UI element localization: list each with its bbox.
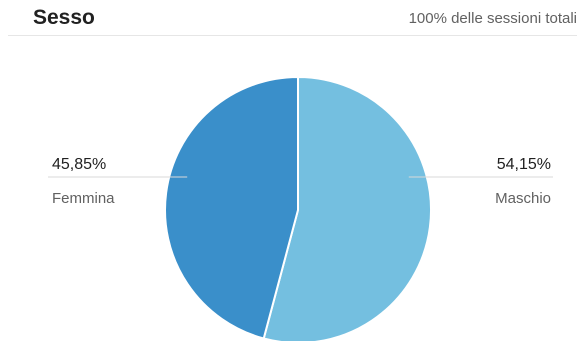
maschio-percent-label: 54,15% [497, 156, 551, 173]
femmina-percent-label: 45,85% [52, 156, 106, 173]
pie-slices [164, 76, 433, 341]
card-subtitle: 100% delle sessioni totali [408, 10, 577, 27]
femmina-name-label: Femmina [52, 190, 115, 207]
maschio-name-label: Maschio [495, 190, 551, 207]
pie-slice-maschio[interactable] [262, 76, 433, 341]
header-divider [8, 35, 577, 36]
pie-slice-femmina[interactable] [164, 76, 299, 340]
card-title: Sesso [33, 6, 95, 29]
